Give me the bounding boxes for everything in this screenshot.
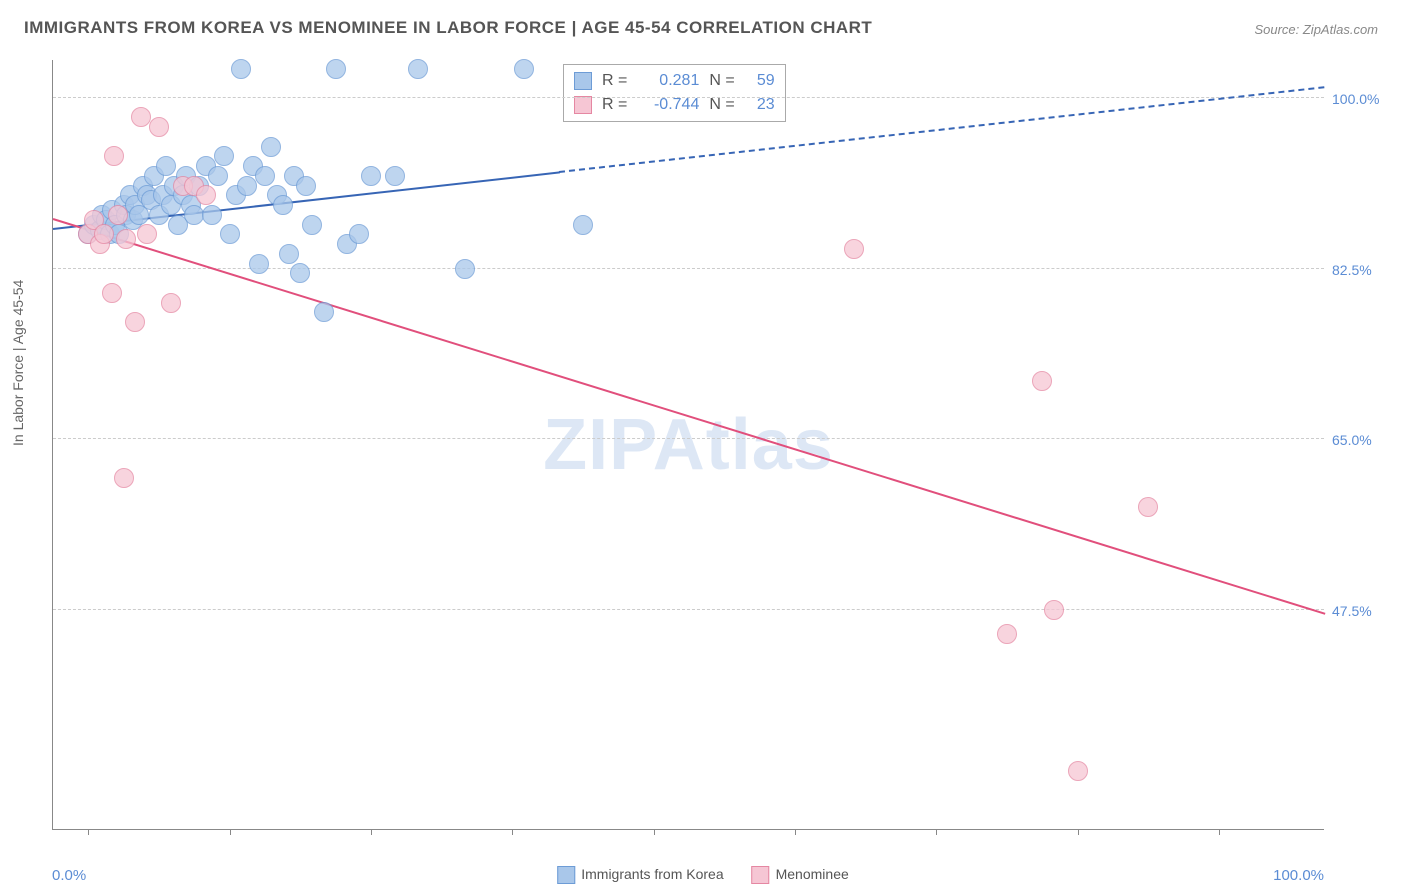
data-point-menominee [196, 185, 216, 205]
x-tick [795, 829, 796, 835]
legend-label-korea: Immigrants from Korea [581, 866, 723, 882]
data-point-menominee [108, 205, 128, 225]
data-point-menominee [125, 312, 145, 332]
data-point-korea [302, 215, 322, 235]
trendline [53, 218, 1326, 615]
y-tick-label: 65.0% [1332, 432, 1372, 448]
data-point-korea [361, 166, 381, 186]
legend-item-menominee: Menominee [752, 866, 849, 884]
legend-label-menominee: Menominee [776, 866, 849, 882]
data-point-korea [231, 59, 251, 79]
data-point-korea [208, 166, 228, 186]
x-axis-min-label: 0.0% [52, 867, 86, 884]
data-point-menominee [102, 283, 122, 303]
data-point-menominee [116, 229, 136, 249]
stats-R-label: R = [602, 69, 627, 93]
x-tick [1219, 829, 1220, 835]
data-point-korea [573, 215, 593, 235]
y-axis-title: In Labor Force | Age 45-54 [10, 280, 26, 446]
data-point-menominee [149, 117, 169, 137]
data-point-korea [237, 176, 257, 196]
data-point-korea [408, 59, 428, 79]
data-point-korea [349, 224, 369, 244]
data-point-korea [290, 263, 310, 283]
y-tick-label: 47.5% [1332, 603, 1372, 619]
data-point-korea [455, 259, 475, 279]
data-point-menominee [1138, 497, 1158, 517]
data-point-menominee [844, 239, 864, 259]
data-point-korea [314, 302, 334, 322]
data-point-menominee [104, 146, 124, 166]
data-point-korea [261, 137, 281, 157]
x-tick [936, 829, 937, 835]
data-point-korea [156, 156, 176, 176]
data-point-korea [326, 59, 346, 79]
x-tick [371, 829, 372, 835]
data-point-korea [514, 59, 534, 79]
y-tick-label: 100.0% [1332, 91, 1379, 107]
data-point-menominee [94, 224, 114, 244]
stats-swatch-korea [574, 72, 592, 90]
legend: Immigrants from Korea Menominee [557, 866, 849, 884]
stats-row-korea: R = 0.281 N = 59 [574, 69, 775, 93]
y-tick-label: 82.5% [1332, 262, 1372, 278]
x-axis-max-label: 100.0% [1273, 867, 1324, 884]
data-point-menominee [161, 293, 181, 313]
gridline [53, 609, 1324, 610]
data-point-korea [385, 166, 405, 186]
data-point-korea [273, 195, 293, 215]
data-point-korea [255, 166, 275, 186]
data-point-menominee [1068, 761, 1088, 781]
x-tick [512, 829, 513, 835]
correlation-stats-box: R =0.281N =59R =-0.744N =23 [563, 64, 786, 122]
x-tick [88, 829, 89, 835]
gridline [53, 97, 1324, 98]
legend-swatch-menominee [752, 866, 770, 884]
legend-item-korea: Immigrants from Korea [557, 866, 723, 884]
legend-swatch-korea [557, 866, 575, 884]
x-tick [654, 829, 655, 835]
data-point-korea [220, 224, 240, 244]
gridline [53, 438, 1324, 439]
chart-plot-area: ZIPAtlas R =0.281N =59R =-0.744N =23 [52, 60, 1324, 830]
data-point-menominee [997, 624, 1017, 644]
stats-swatch-menominee [574, 96, 592, 114]
data-point-menominee [1032, 371, 1052, 391]
data-point-korea [296, 176, 316, 196]
source-attribution: Source: ZipAtlas.com [1254, 22, 1378, 37]
data-point-korea [202, 205, 222, 225]
data-point-korea [249, 254, 269, 274]
stats-N-label: N = [709, 69, 734, 93]
gridline [53, 268, 1324, 269]
data-point-menominee [1044, 600, 1064, 620]
data-point-menominee [137, 224, 157, 244]
x-tick [230, 829, 231, 835]
data-point-korea [214, 146, 234, 166]
data-point-menominee [114, 468, 134, 488]
x-tick [1078, 829, 1079, 835]
data-point-korea [279, 244, 299, 264]
stats-N-value-korea: 59 [745, 69, 775, 93]
chart-title: IMMIGRANTS FROM KOREA VS MENOMINEE IN LA… [24, 18, 872, 38]
stats-R-value-korea: 0.281 [637, 69, 699, 93]
